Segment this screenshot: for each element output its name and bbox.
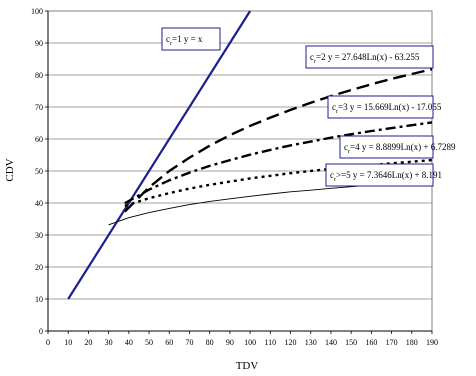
y-tick-label: 30 xyxy=(35,231,43,240)
x-tick-label: 140 xyxy=(325,338,337,347)
x-tick-label: 70 xyxy=(185,338,193,347)
y-tick-label: 50 xyxy=(35,167,43,176)
x-tick-label: 150 xyxy=(345,338,357,347)
x-tick-label: 0 xyxy=(46,338,50,347)
x-tick-label: 90 xyxy=(226,338,234,347)
y-axis-label: CDV xyxy=(4,158,16,181)
equation-box-5 xyxy=(325,163,434,187)
x-tick-label: 20 xyxy=(84,338,92,347)
axis-layer: 0 10 20 30 40 50 60 70 80 90 100 0 10 20 30 40 50 60 70 80 9… xyxy=(31,7,438,347)
y-tick-label: 60 xyxy=(35,135,43,144)
y-tick-label: 80 xyxy=(35,71,43,80)
equation-box-2 xyxy=(305,45,434,69)
label-layer: cr=1 y = x cr=2 y = 27.648Ln(x) - 63.255 c… xyxy=(161,27,456,187)
x-tick-label: 110 xyxy=(264,338,276,347)
equation-box-3 xyxy=(327,95,434,119)
equation-label-2: cr=2 y = 27.648Ln(x) - 63.255 xyxy=(310,52,420,65)
equation-label-1: cr=1 y = x xyxy=(166,34,203,47)
equation-box-1 xyxy=(161,27,221,51)
x-tick-label: 10 xyxy=(64,338,72,347)
x-tick-label: 30 xyxy=(105,338,113,347)
x-tick-label: 50 xyxy=(145,338,153,347)
series-line-1 xyxy=(67,10,252,300)
equation-label-5: cr>=5 y = 7.3646Ln(x) + 8.191 xyxy=(330,170,442,183)
equation-label-3: cr=3 y = 15.669Ln(x) - 17.055 xyxy=(332,102,442,115)
x-tick-label: 120 xyxy=(285,338,297,347)
x-tick-label: 170 xyxy=(386,338,398,347)
series-line-3 xyxy=(124,121,433,205)
x-tick-label: 100 xyxy=(244,338,256,347)
series-line-2 xyxy=(123,68,433,213)
x-tick-label: 190 xyxy=(426,338,438,347)
y-tick-label: 10 xyxy=(35,295,43,304)
equation-label-4: cr=4 y = 8.8899Ln(x) + 6.7289 xyxy=(344,142,456,155)
x-tick-label: 130 xyxy=(305,338,317,347)
y-tick-label: 20 xyxy=(35,263,43,272)
x-tick-label: 180 xyxy=(406,338,418,347)
y-tick-label: 70 xyxy=(35,103,43,112)
equation-box-4 xyxy=(339,135,434,159)
y-tick-label: 90 xyxy=(35,39,43,48)
y-tick-label: 40 xyxy=(35,199,43,208)
x-tick-label: 60 xyxy=(165,338,173,347)
x-tick-label: 80 xyxy=(206,338,214,347)
x-axis-label: TDV xyxy=(236,360,259,372)
x-tick-label: 160 xyxy=(365,338,377,347)
y-tick-label: 0 xyxy=(39,327,43,336)
x-tick-label: 40 xyxy=(125,338,133,347)
y-tick-label: 100 xyxy=(31,7,43,16)
